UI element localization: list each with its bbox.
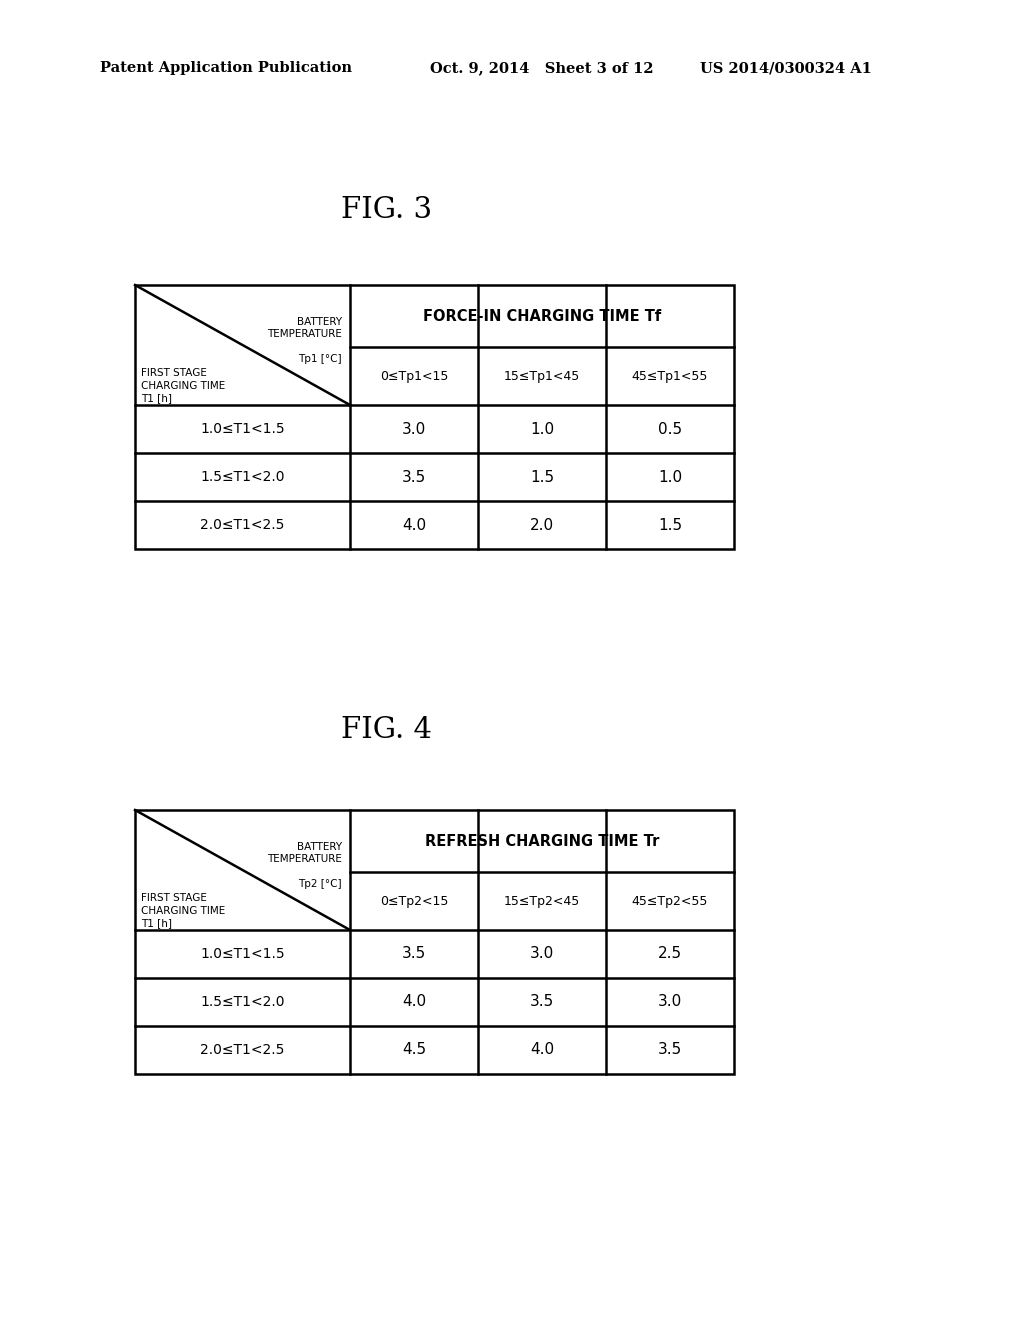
Text: 1.5: 1.5 [658, 517, 682, 532]
Text: 1.0≤T1<1.5: 1.0≤T1<1.5 [200, 422, 285, 436]
Text: FIG. 3: FIG. 3 [341, 195, 432, 224]
Text: 15≤Tp2<45: 15≤Tp2<45 [504, 895, 581, 908]
Text: 1.0: 1.0 [658, 470, 682, 484]
Text: 2.0: 2.0 [530, 517, 554, 532]
Text: 45≤Tp2<55: 45≤Tp2<55 [632, 895, 709, 908]
Text: 4.0: 4.0 [402, 517, 426, 532]
Text: FORCE-IN CHARGING TIME Tf: FORCE-IN CHARGING TIME Tf [423, 309, 662, 323]
Text: 0.5: 0.5 [658, 421, 682, 437]
Text: 1.0: 1.0 [530, 421, 554, 437]
Text: BATTERY
TEMPERATURE: BATTERY TEMPERATURE [267, 317, 342, 339]
Text: 3.0: 3.0 [401, 421, 426, 437]
Text: FIG. 4: FIG. 4 [341, 715, 432, 744]
Text: 2.5: 2.5 [658, 946, 682, 961]
Text: Tp1 [°C]: Tp1 [°C] [298, 354, 342, 364]
Text: US 2014/0300324 A1: US 2014/0300324 A1 [700, 61, 871, 75]
Bar [135, 285, 734, 549]
Text: 15≤Tp1<45: 15≤Tp1<45 [504, 370, 581, 383]
Text: FIRST STAGE
CHARGING TIME
T1 [h]: FIRST STAGE CHARGING TIME T1 [h] [141, 368, 225, 403]
Text: 3.5: 3.5 [401, 470, 426, 484]
Text: FIRST STAGE
CHARGING TIME
T1 [h]: FIRST STAGE CHARGING TIME T1 [h] [141, 894, 225, 928]
Text: 0≤Tp2<15: 0≤Tp2<15 [380, 895, 449, 908]
Text: 2.0≤T1<2.5: 2.0≤T1<2.5 [201, 517, 285, 532]
Text: 4.5: 4.5 [402, 1043, 426, 1057]
Text: REFRESH CHARGING TIME Tr: REFRESH CHARGING TIME Tr [425, 834, 659, 849]
Text: 4.0: 4.0 [402, 994, 426, 1010]
Text: Patent Application Publication: Patent Application Publication [100, 61, 352, 75]
Text: BATTERY
TEMPERATURE: BATTERY TEMPERATURE [267, 842, 342, 865]
Text: 1.5: 1.5 [530, 470, 554, 484]
Text: 3.0: 3.0 [529, 946, 554, 961]
Text: 1.5≤T1<2.0: 1.5≤T1<2.0 [201, 995, 285, 1008]
Text: 3.5: 3.5 [529, 994, 554, 1010]
Text: 3.5: 3.5 [401, 946, 426, 961]
Text: 3.0: 3.0 [657, 994, 682, 1010]
Bar [135, 810, 734, 1074]
Text: Tp2 [°C]: Tp2 [°C] [298, 879, 342, 890]
Text: 1.5≤T1<2.0: 1.5≤T1<2.0 [201, 470, 285, 484]
Text: 3.5: 3.5 [657, 1043, 682, 1057]
Text: Oct. 9, 2014   Sheet 3 of 12: Oct. 9, 2014 Sheet 3 of 12 [430, 61, 653, 75]
Text: 2.0≤T1<2.5: 2.0≤T1<2.5 [201, 1043, 285, 1057]
Text: 45≤Tp1<55: 45≤Tp1<55 [632, 370, 709, 383]
Text: 0≤Tp1<15: 0≤Tp1<15 [380, 370, 449, 383]
Text: 1.0≤T1<1.5: 1.0≤T1<1.5 [200, 946, 285, 961]
Text: 4.0: 4.0 [530, 1043, 554, 1057]
